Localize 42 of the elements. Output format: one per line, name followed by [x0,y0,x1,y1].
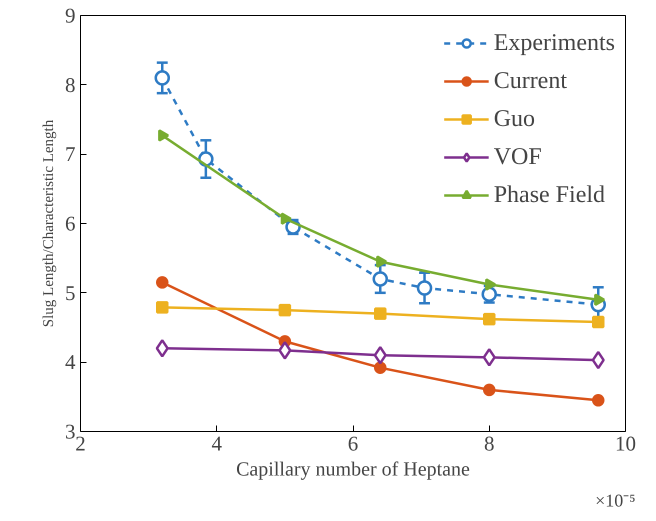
x-tick-label: 8 [484,432,494,456]
point [278,304,292,316]
x-tick-label: 6 [348,432,358,456]
y-tick-label: 5 [65,280,76,305]
x-tick-label: 4 [212,432,222,456]
point [482,348,496,367]
x-axis-title: Capillary number of Heptane [236,458,470,480]
point [592,350,605,370]
legend-label: Current [494,66,567,96]
point [483,312,496,326]
point [278,341,292,360]
point [416,280,432,296]
point [156,301,168,314]
point [594,294,606,306]
point [372,271,388,287]
y-tick-label: 4 [65,350,76,374]
point [374,346,387,364]
point [592,316,604,328]
x-tick-label: 10 [615,432,636,456]
point [374,307,386,320]
x-tick-label: 2 [75,432,86,456]
point [483,384,496,396]
legend-label: Phase Field [494,180,606,210]
legend-label: Experiments [494,28,615,58]
y-tick-label: 3 [65,420,76,444]
legend-label: VOF [494,142,542,172]
point [485,278,496,291]
point [374,361,386,374]
y-tick-label: 6 [65,212,76,236]
point [280,212,292,225]
point [156,276,168,289]
point [156,339,169,358]
point [376,255,388,268]
y-tick-label: 9 [65,4,76,28]
point [592,394,604,407]
y-tick-label: 7 [65,142,76,166]
point [158,129,170,142]
point [154,70,170,86]
legend-label: Guo [494,104,536,134]
text: ×10⁻⁵ [595,490,636,510]
y-tick-label: 8 [65,72,76,97]
y-axis-title: Slug Length/Characteristic Length [41,119,57,328]
